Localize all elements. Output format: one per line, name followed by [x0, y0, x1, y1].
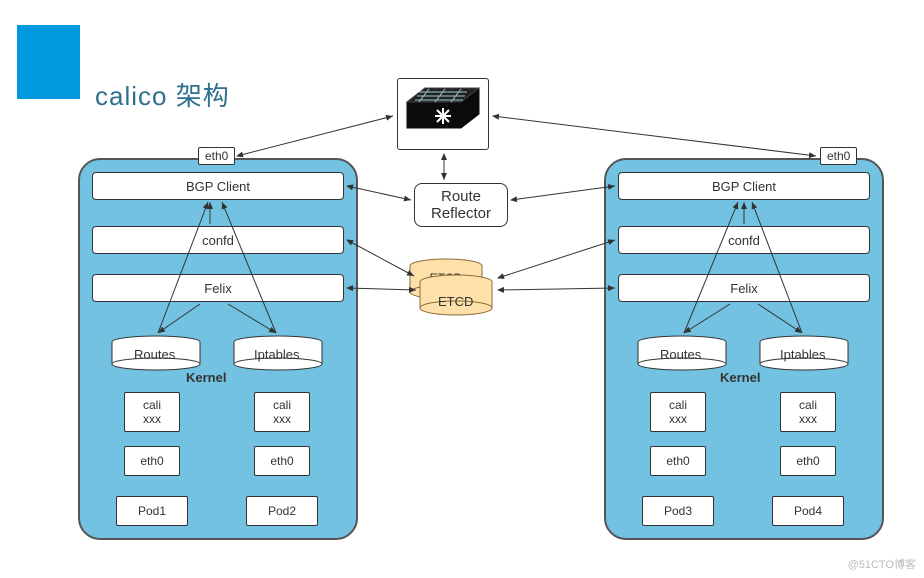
right-pod3: Pod3	[642, 496, 714, 526]
left-bgp-box: BGP Client	[92, 172, 344, 200]
watermark: @51CTO博客	[848, 556, 916, 572]
left-confd-box: confd	[92, 226, 344, 254]
right-felix-box: Felix	[618, 274, 870, 302]
right-cali1: cali xxx	[650, 392, 706, 432]
right-confd-box: confd	[618, 226, 870, 254]
left-eth0-tab: eth0	[198, 147, 235, 165]
right-eth0-1: eth0	[650, 446, 706, 476]
left-pod2: Pod2	[246, 496, 318, 526]
right-cali2: cali xxx	[780, 392, 836, 432]
page-title: calico 架构	[95, 76, 230, 113]
route-reflector-box: Route Reflector	[414, 183, 508, 227]
left-routes-label: Routes	[134, 347, 175, 362]
accent-block	[17, 25, 80, 99]
right-eth0-2: eth0	[780, 446, 836, 476]
route-reflector-line2: Reflector	[431, 205, 491, 222]
left-pod1: Pod1	[116, 496, 188, 526]
left-eth0-1: eth0	[124, 446, 180, 476]
left-felix-box: Felix	[92, 274, 344, 302]
route-reflector-line1: Route	[441, 188, 481, 205]
left-kernel-label: Kernel	[186, 370, 226, 385]
left-cali2: cali xxx	[254, 392, 310, 432]
left-eth0-2: eth0	[254, 446, 310, 476]
left-iptables-label: Iptables	[254, 347, 300, 362]
right-kernel-label: Kernel	[720, 370, 760, 385]
right-bgp-box: BGP Client	[618, 172, 870, 200]
etcd-label: ETCD	[438, 294, 473, 309]
left-cali1: cali xxx	[124, 392, 180, 432]
right-eth0-tab: eth0	[820, 147, 857, 165]
right-iptables-label: Iptables	[780, 347, 826, 362]
right-routes-label: Routes	[660, 347, 701, 362]
switch-icon	[405, 84, 481, 142]
right-pod4: Pod4	[772, 496, 844, 526]
